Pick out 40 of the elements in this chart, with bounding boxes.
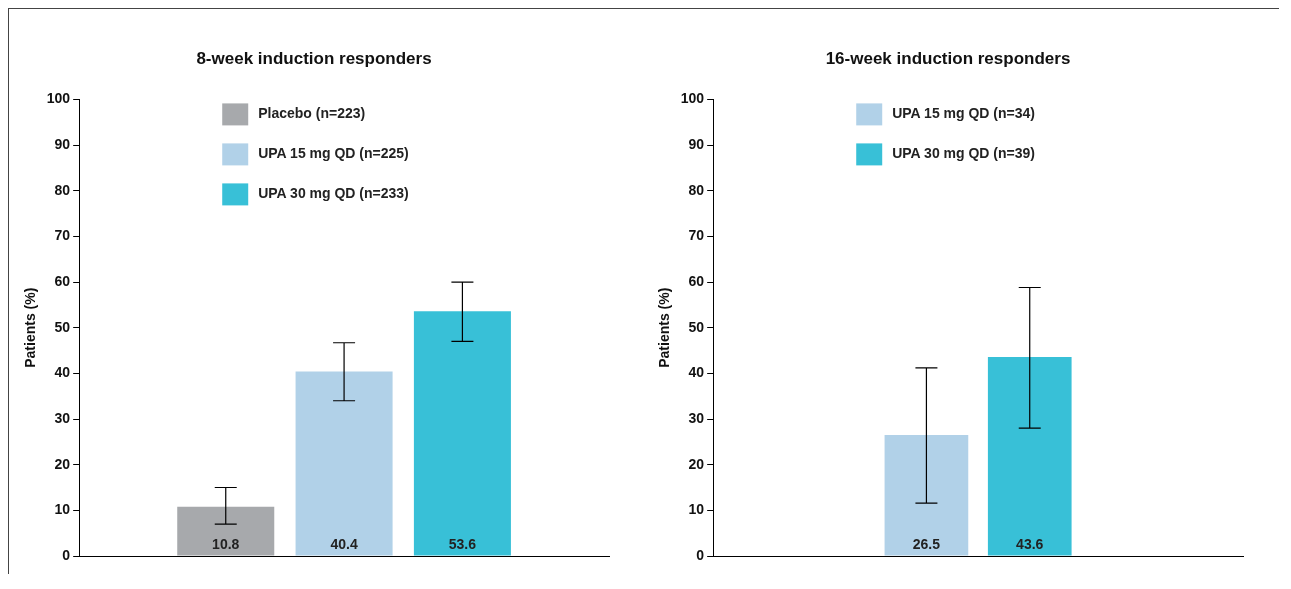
y-tick-label: 100 [46, 90, 71, 107]
bar [177, 506, 275, 556]
legend-label: UPA 30 mg QD (n=39) [892, 145, 1035, 162]
bar [413, 311, 511, 556]
data-label: 40.4 [330, 535, 358, 552]
data-label: 26.5 [912, 535, 941, 552]
data-label: 43.6 [1016, 535, 1044, 552]
y-tick-label: 10 [54, 501, 71, 518]
legend-label: UPA 30 mg QD (n=233) [258, 185, 409, 202]
panel-frame: Patients (%) 8-week induction responders 0 10 20 30 40 50 60 70 80 90 100 10.8 40.4 53.6 Placebo (n=223) UPA 15 mg QD (n=225) UPA 30 mg QD (n=233) Patients (%) 16-week induction responders 0 10 20 30 40 50 60 70 80 90 100 26.5 43.6 UPA 15 mg QD (n=34) UPA 30 mg QD (n=39) [8, 8, 1279, 574]
y-tick-label: 80 [688, 181, 705, 198]
y-tick-label: 80 [54, 181, 71, 198]
y-tick-label: 40 [54, 364, 71, 381]
y-tick-label: 60 [688, 272, 705, 289]
bar [295, 371, 393, 556]
y-tick-label: 50 [688, 318, 705, 335]
legend-label: UPA 15 mg QD (n=225) [258, 145, 409, 162]
y-tick-label: 90 [688, 135, 705, 152]
legend-label: UPA 15 mg QD (n=34) [892, 105, 1035, 122]
y-tick-label: 70 [688, 227, 705, 244]
data-label: 10.8 [212, 535, 240, 552]
y-tick-label: 60 [54, 272, 71, 289]
y-tick-label: 70 [54, 227, 71, 244]
y-axis-title: Patients (%) [656, 287, 673, 368]
y-tick-label: 10 [688, 501, 705, 518]
y-tick-label: 40 [688, 364, 705, 381]
data-label: 53.6 [448, 535, 477, 552]
chart-title: 16-week induction responders [825, 48, 1071, 68]
y-axis-title: Patients (%) [22, 287, 39, 368]
legend-label: Placebo (n=223) [258, 105, 366, 122]
y-tick-label: 90 [54, 135, 71, 152]
y-tick-label: 30 [54, 409, 71, 426]
chart-title: 8-week induction responders [196, 48, 432, 68]
y-tick-label: 30 [688, 409, 705, 426]
y-tick-label: 20 [54, 455, 71, 472]
y-tick-label: 50 [54, 318, 71, 335]
y-tick-label: 0 [62, 546, 71, 563]
y-tick-label: 100 [680, 90, 705, 107]
y-tick-label: 20 [688, 455, 705, 472]
y-tick-label: 0 [696, 546, 705, 563]
